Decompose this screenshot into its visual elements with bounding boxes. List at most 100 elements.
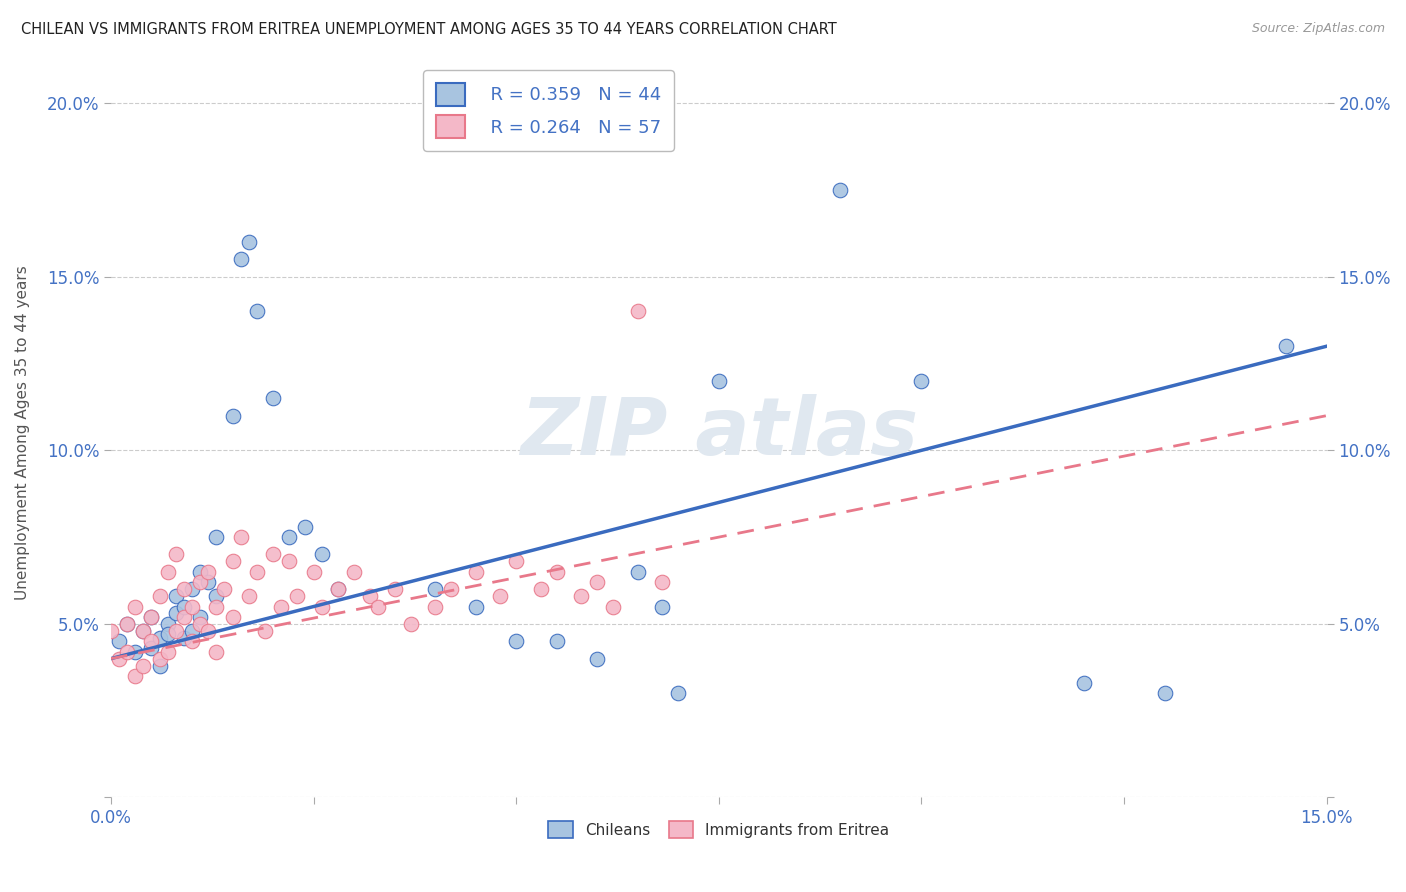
Point xyxy=(197,575,219,590)
Point xyxy=(156,565,179,579)
Point xyxy=(221,409,243,423)
Point xyxy=(141,634,163,648)
Point xyxy=(707,374,730,388)
Point xyxy=(188,565,211,579)
Point xyxy=(141,641,163,656)
Point xyxy=(830,183,852,197)
Point xyxy=(229,530,252,544)
Point xyxy=(529,582,551,597)
Point xyxy=(666,686,689,700)
Point xyxy=(205,589,228,603)
Point xyxy=(132,624,155,638)
Point xyxy=(165,589,187,603)
Point xyxy=(464,565,486,579)
Y-axis label: Unemployment Among Ages 35 to 44 years: Unemployment Among Ages 35 to 44 years xyxy=(15,266,30,600)
Point xyxy=(311,548,333,562)
Point xyxy=(238,235,260,249)
Point xyxy=(1073,676,1095,690)
Point xyxy=(149,658,172,673)
Point xyxy=(651,599,673,614)
Point xyxy=(278,530,301,544)
Point xyxy=(399,616,422,631)
Point xyxy=(1153,686,1175,700)
Point xyxy=(205,645,228,659)
Point xyxy=(173,599,195,614)
Point xyxy=(505,634,527,648)
Point xyxy=(326,582,349,597)
Point xyxy=(188,575,211,590)
Point xyxy=(173,610,195,624)
Point xyxy=(262,548,284,562)
Point xyxy=(302,565,325,579)
Point xyxy=(246,565,269,579)
Point xyxy=(173,631,195,645)
Point xyxy=(173,582,195,597)
Point xyxy=(181,599,204,614)
Point xyxy=(188,616,211,631)
Point xyxy=(141,610,163,624)
Point xyxy=(425,582,447,597)
Point xyxy=(586,575,609,590)
Point xyxy=(586,651,609,665)
Point xyxy=(149,589,172,603)
Legend: Chileans, Immigrants from Eritrea: Chileans, Immigrants from Eritrea xyxy=(543,814,896,845)
Point xyxy=(156,645,179,659)
Point xyxy=(1275,339,1298,353)
Point xyxy=(569,589,592,603)
Point xyxy=(132,658,155,673)
Point xyxy=(108,651,131,665)
Point xyxy=(149,651,172,665)
Point xyxy=(367,599,389,614)
Point xyxy=(205,530,228,544)
Point xyxy=(165,624,187,638)
Point xyxy=(214,582,236,597)
Point xyxy=(149,631,172,645)
Point xyxy=(156,616,179,631)
Point xyxy=(205,599,228,614)
Point xyxy=(132,624,155,638)
Point xyxy=(124,645,146,659)
Point xyxy=(246,304,269,318)
Point xyxy=(124,599,146,614)
Point xyxy=(115,616,138,631)
Text: Source: ZipAtlas.com: Source: ZipAtlas.com xyxy=(1251,22,1385,36)
Point xyxy=(181,624,204,638)
Point xyxy=(910,374,932,388)
Point xyxy=(221,610,243,624)
Point xyxy=(156,627,179,641)
Point xyxy=(221,554,243,568)
Point xyxy=(311,599,333,614)
Point xyxy=(287,589,309,603)
Point xyxy=(546,565,568,579)
Point xyxy=(262,391,284,405)
Point xyxy=(359,589,381,603)
Point xyxy=(115,645,138,659)
Point xyxy=(278,554,301,568)
Point xyxy=(100,624,122,638)
Point xyxy=(115,616,138,631)
Point xyxy=(238,589,260,603)
Point xyxy=(197,565,219,579)
Point xyxy=(181,582,204,597)
Point xyxy=(343,565,366,579)
Point xyxy=(627,304,650,318)
Point xyxy=(602,599,624,614)
Point xyxy=(165,607,187,621)
Point xyxy=(188,610,211,624)
Point xyxy=(326,582,349,597)
Text: CHILEAN VS IMMIGRANTS FROM ERITREA UNEMPLOYMENT AMONG AGES 35 TO 44 YEARS CORREL: CHILEAN VS IMMIGRANTS FROM ERITREA UNEMP… xyxy=(21,22,837,37)
Point xyxy=(108,634,131,648)
Point xyxy=(627,565,650,579)
Point xyxy=(124,669,146,683)
Text: ZIP atlas: ZIP atlas xyxy=(520,394,918,472)
Point xyxy=(384,582,406,597)
Point xyxy=(270,599,292,614)
Point xyxy=(229,252,252,267)
Point xyxy=(546,634,568,648)
Point xyxy=(440,582,463,597)
Point xyxy=(197,624,219,638)
Point xyxy=(651,575,673,590)
Point xyxy=(165,548,187,562)
Point xyxy=(425,599,447,614)
Point xyxy=(181,634,204,648)
